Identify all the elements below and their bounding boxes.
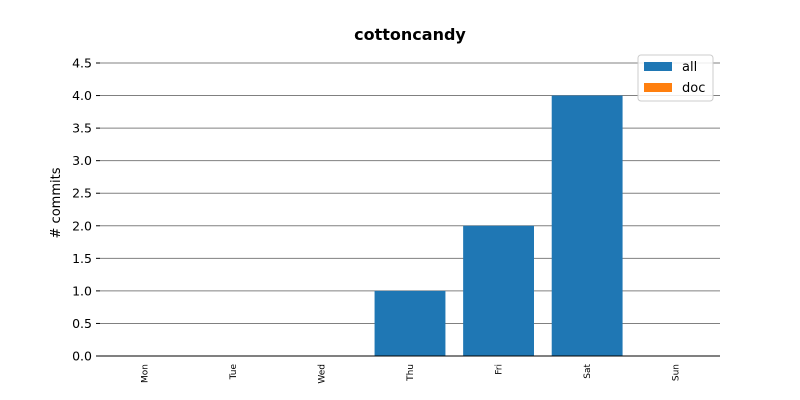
y-tick-labels: 0.0 0.5 1.0 1.5 2.0 2.5 3.0 3.5 4.0 4.5: [72, 56, 92, 364]
legend: all doc: [637, 54, 714, 102]
x-tick-label: Thu: [406, 364, 416, 382]
y-tick-label: 0.5: [72, 316, 92, 331]
bar-all-fri: [463, 225, 534, 356]
y-tick-label: 4.0: [72, 88, 92, 103]
x-tick-label: Fri: [495, 364, 505, 375]
legend-label-doc: doc: [682, 81, 705, 96]
legend-swatch-all: [644, 62, 672, 71]
x-tick-label: Wed: [317, 364, 327, 384]
y-tick-label: 4.5: [72, 56, 92, 71]
x-tick-label: Tue: [229, 364, 239, 381]
chart-title: cottoncandy: [354, 25, 466, 44]
y-tick-label: 3.0: [72, 153, 92, 168]
x-tick-labels: Mon Tue Wed Thu Fri Sat Sun: [140, 364, 681, 384]
x-tick-label: Mon: [140, 364, 150, 383]
legend-label-all: all: [682, 60, 697, 75]
bar-all-sat: [551, 95, 623, 357]
x-tick-label: Sat: [583, 364, 593, 379]
legend-swatch-doc: [644, 83, 672, 92]
bars: [374, 95, 623, 357]
x-tick-label: Sun: [672, 364, 682, 381]
y-tick-label: 1.5: [72, 251, 92, 266]
y-tick-label: 2.5: [72, 186, 92, 201]
bar-all-thu: [374, 290, 446, 356]
y-axis-label: # commits: [49, 167, 64, 238]
y-tick-label: 3.5: [72, 121, 92, 136]
y-tick-label: 2.0: [72, 218, 92, 233]
y-tick-label: 1.0: [72, 283, 92, 298]
y-tick-label: 0.0: [72, 349, 92, 364]
gridlines: [100, 62, 720, 324]
axes: [96, 62, 720, 357]
